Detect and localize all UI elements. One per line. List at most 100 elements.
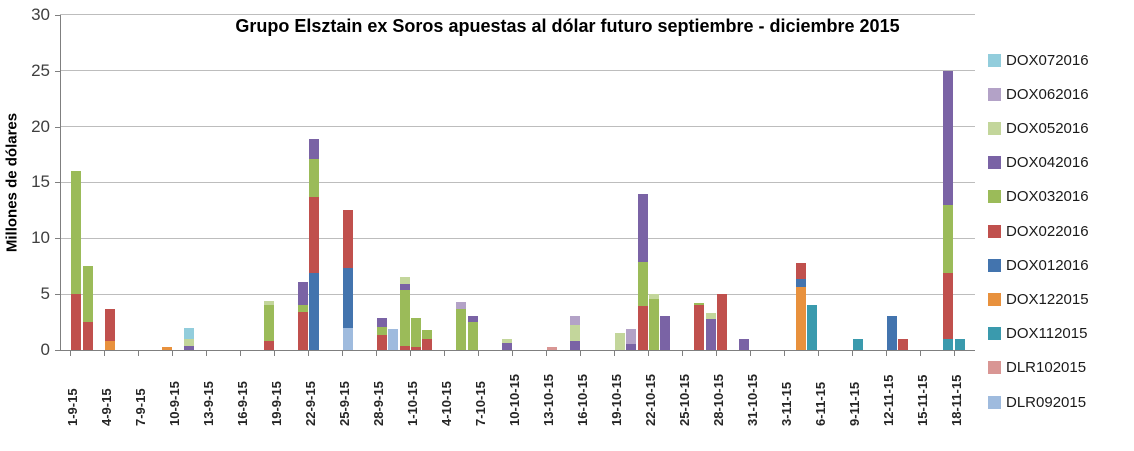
x-tick-7-9-15	[137, 351, 139, 356]
x-tick-22-9-15	[307, 351, 309, 356]
gridline-20	[60, 126, 975, 128]
legend-item-DOX022016: DOX022016	[988, 222, 1089, 240]
bar-segment-2-9-15-DOX032016	[82, 266, 93, 323]
bar-segment-18-9-15-DOX022016	[263, 341, 274, 350]
bar-segment-2-10-15-DOX022016	[422, 338, 433, 350]
x-tick-6-11-15	[817, 351, 819, 356]
bar-segment-27-10-15-DOX042016	[705, 318, 716, 350]
bar-segment-19-10-15-DOX052016	[614, 333, 625, 350]
y-tick-label-30: 30	[31, 4, 50, 24]
bar-segment-2-10-15-DOX032016	[422, 329, 433, 339]
gridline-25	[60, 70, 975, 72]
bar-segment-13-11-15-DOX022016	[898, 338, 909, 350]
legend-label-DOX032016: DOX032016	[1006, 188, 1089, 206]
bar-segment-26-10-15-DOX032016	[694, 303, 705, 306]
bar-segment-1-9-15-DOX032016	[71, 171, 82, 295]
y-tick-5	[55, 294, 60, 296]
bar-segment-18-9-15-DOX032016	[263, 305, 274, 342]
bar-segment-28-9-15-DOX022016	[377, 335, 388, 350]
bar-segment-30-9-15-DOX052016	[399, 277, 410, 285]
gridline-5	[60, 293, 975, 295]
x-tick-label-25-9-15: 25-9-15	[336, 381, 352, 426]
gridline-15	[60, 181, 975, 183]
x-tick-3-11-15	[783, 351, 785, 356]
x-tick-label-25-10-15: 25-10-15	[676, 373, 692, 426]
y-tick-label-20: 20	[31, 116, 50, 136]
x-tick-12-11-15	[885, 351, 887, 356]
legend-swatch-DOX112015	[988, 327, 1001, 341]
y-tick-30	[55, 14, 60, 16]
x-tick-label-4-10-15: 4-10-15	[438, 381, 454, 426]
bar-segment-6-10-15-DOX042016	[467, 316, 478, 323]
x-tick-label-13-10-15: 13-10-15	[540, 373, 556, 426]
bar-segment-9-10-15-DOX042016	[501, 343, 512, 350]
legend-label-DOX052016: DOX052016	[1006, 119, 1089, 137]
bar-segment-11-9-15-DOX042016	[184, 345, 195, 350]
legend-swatch-DOX042016	[988, 156, 1001, 170]
x-tick-label-15-11-15: 15-11-15	[914, 374, 930, 426]
legend-label-DOX022016: DOX022016	[1006, 222, 1089, 240]
bar-segment-2-9-15-DOX022016	[82, 322, 93, 350]
x-tick-label-12-11-15: 12-11-15	[880, 374, 896, 426]
bar-segment-1-10-15-DOX022016	[411, 346, 421, 350]
bar-segment-25-9-15-DLR092015	[343, 327, 354, 350]
x-tick-label-19-9-15: 19-9-15	[268, 381, 284, 426]
x-tick-label-28-9-15: 28-9-15	[370, 381, 386, 426]
y-tick-label-25: 25	[31, 60, 50, 80]
x-tick-label-1-10-15: 1-10-15	[404, 381, 420, 426]
bar-segment-28-9-15-DOX032016	[377, 326, 388, 336]
x-tick-label-3-11-15: 3-11-15	[778, 381, 794, 426]
x-tick-label-7-9-15: 7-9-15	[132, 388, 148, 426]
x-tick-19-10-15	[613, 351, 615, 356]
bar-segment-22-9-15-DOX012016	[309, 272, 320, 350]
bar-segment-5-11-15-DOX112015	[807, 305, 818, 350]
bar-segment-22-10-15-DOX032016	[648, 298, 659, 350]
legend-label-DLR092015: DLR092015	[1006, 393, 1087, 411]
bar-segment-17-11-15-DOX112015	[943, 338, 954, 350]
legend-swatch-DOX072016	[988, 53, 1001, 67]
bar-segment-27-10-15-DOX052016	[705, 313, 716, 319]
bar-segment-15-10-15-DOX042016	[569, 341, 580, 350]
bar-segment-21-10-15-DOX032016	[637, 261, 648, 307]
gridline-10	[60, 237, 975, 239]
bar-segment-25-9-15-DOX012016	[343, 268, 354, 328]
legend-swatch-DLR102015	[988, 361, 1001, 375]
x-tick-label-28-10-15: 28-10-15	[710, 373, 726, 426]
bar-segment-5-10-15-DOX032016	[456, 308, 467, 350]
bar-segment-9-10-15-DOX052016	[501, 338, 512, 344]
bar-segment-15-10-15-DOX052016	[569, 325, 580, 342]
bar-segment-13-10-15-DLR102015	[546, 346, 557, 350]
bar-segment-18-11-15-DOX112015	[954, 338, 965, 350]
y-tick-label-5: 5	[40, 284, 50, 304]
x-tick-label-7-10-15: 7-10-15	[472, 381, 488, 426]
bar-segment-21-9-15-DOX022016	[297, 312, 308, 350]
y-tick-20	[55, 126, 60, 128]
legend-swatch-DOX062016	[988, 87, 1001, 101]
legend-item-DOX032016: DOX032016	[988, 188, 1089, 206]
x-tick-label-22-10-15: 22-10-15	[642, 373, 658, 426]
y-tick-15	[55, 182, 60, 184]
x-tick-label-31-10-15: 31-10-15	[744, 373, 760, 426]
x-tick-label-9-11-15: 9-11-15	[846, 381, 862, 426]
bar-segment-26-10-15-DOX022016	[694, 305, 705, 350]
x-tick-label-10-9-15: 10-9-15	[166, 381, 182, 426]
legend-label-DOX112015: DOX112015	[1006, 325, 1088, 343]
bar-segment-17-11-15-DOX042016	[943, 70, 954, 205]
x-tick-label-16-10-15: 16-10-15	[574, 373, 590, 426]
x-tick-15-11-15	[919, 351, 921, 356]
x-tick-9-11-15	[851, 351, 853, 356]
bar-segment-4-9-15-DOX022016	[105, 308, 116, 342]
bar-segment-28-10-15-DOX022016	[716, 294, 727, 350]
x-tick-13-9-15	[205, 351, 207, 356]
bar-segment-9-11-15-DOX112015	[852, 338, 863, 350]
x-tick-1-10-15	[409, 351, 411, 356]
x-tick-label-16-9-15: 16-9-15	[234, 381, 250, 426]
bar-segment-11-9-15-DOX052016	[184, 338, 195, 346]
y-tick-label-15: 15	[31, 172, 50, 192]
x-tick-label-22-9-15: 22-9-15	[302, 381, 318, 426]
bar-segment-4-9-15-DOX122015	[105, 341, 116, 350]
bar-segment-9-9-15-DOX122015	[161, 346, 172, 350]
bar-segment-22-9-15-DOX042016	[309, 138, 320, 160]
legend-item-DOX042016: DOX042016	[988, 154, 1089, 172]
bar-segment-4-11-15-DOX022016	[796, 262, 807, 279]
